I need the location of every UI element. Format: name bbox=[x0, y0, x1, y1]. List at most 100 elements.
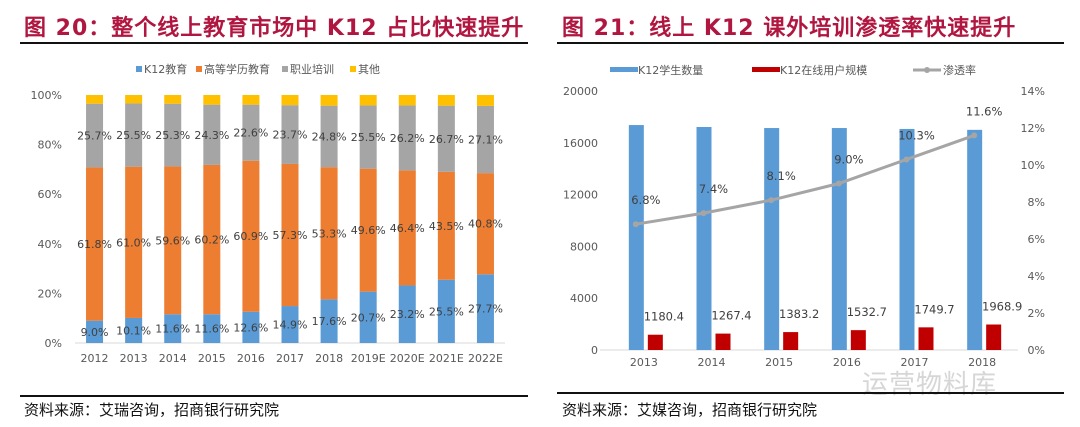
online-users-bar bbox=[918, 327, 934, 350]
data-label: 11.6% bbox=[966, 104, 1003, 118]
bar-segment-3 bbox=[359, 95, 377, 106]
data-label: 10.3% bbox=[898, 128, 935, 142]
bar-segment-2 bbox=[359, 105, 377, 169]
y2-tick-label: 12% bbox=[1021, 122, 1045, 135]
data-label: 53.3% bbox=[312, 227, 347, 240]
data-label: 27.1% bbox=[468, 134, 503, 147]
legend-label: K12在线用户规模 bbox=[780, 63, 867, 77]
legend-swatch-2 bbox=[282, 66, 288, 72]
bar-segment-1 bbox=[125, 166, 143, 318]
x-tick-label: 2013 bbox=[120, 352, 148, 365]
online-users-bar bbox=[783, 332, 799, 350]
bar-segment-1 bbox=[437, 171, 455, 280]
bar-segment-3 bbox=[125, 95, 143, 104]
bar-segment-0 bbox=[437, 279, 455, 343]
x-tick-label: 2022E bbox=[468, 352, 503, 365]
right-source: 资料来源：艾媒咨询，招商银行研究院 bbox=[562, 401, 818, 419]
y2-tick-label: 4% bbox=[1028, 270, 1045, 283]
penetration-rate-point bbox=[700, 210, 707, 217]
bar-segment-3 bbox=[242, 95, 260, 105]
data-label: 59.6% bbox=[155, 234, 190, 247]
data-label: 25.7% bbox=[77, 130, 112, 143]
data-label: 20.7% bbox=[351, 311, 386, 324]
x-tick-label: 2017 bbox=[276, 352, 304, 365]
data-label: 61.0% bbox=[116, 236, 151, 249]
bar-segment-2 bbox=[476, 105, 494, 174]
bar-segment-3 bbox=[320, 95, 338, 106]
data-label: 60.9% bbox=[233, 230, 268, 243]
legend-label: 职业培训 bbox=[290, 62, 334, 76]
bar-segment-1 bbox=[242, 160, 260, 312]
data-label: 43.5% bbox=[429, 220, 464, 233]
x-tick-label: 2014 bbox=[159, 352, 187, 365]
bar-segment-1 bbox=[86, 167, 104, 321]
data-label: 24.8% bbox=[312, 130, 347, 143]
data-label: 1383.2 bbox=[779, 307, 819, 321]
data-label: 11.6% bbox=[155, 323, 190, 336]
bar-segment-1 bbox=[476, 173, 494, 275]
penetration-rate-point bbox=[971, 132, 978, 139]
y-tick-label: 16000 bbox=[563, 137, 598, 150]
bar-segment-2 bbox=[203, 104, 221, 165]
y-tick-label: 0 bbox=[591, 344, 598, 357]
data-label: 9.0% bbox=[81, 326, 109, 339]
bar-segment-0 bbox=[398, 285, 416, 343]
data-label: 23.2% bbox=[390, 308, 425, 321]
bar-segment-2 bbox=[320, 105, 338, 168]
online-users-bar bbox=[986, 324, 1002, 350]
bar-segment-2 bbox=[242, 104, 260, 161]
bar-segment-1 bbox=[203, 164, 221, 315]
data-label: 10.1% bbox=[116, 324, 151, 337]
data-label: 40.8% bbox=[468, 218, 503, 231]
student-count-bar bbox=[696, 127, 712, 350]
bar-segment-3 bbox=[398, 95, 416, 106]
y-tick-label: 20% bbox=[38, 287, 62, 300]
penetration-rate-point bbox=[632, 221, 639, 228]
data-label: 27.7% bbox=[468, 303, 503, 316]
right-title-rule bbox=[557, 42, 1064, 44]
x-tick-label: 2013 bbox=[630, 356, 658, 369]
x-tick-label: 2018 bbox=[968, 356, 996, 369]
bar-segment-0 bbox=[281, 306, 299, 343]
data-label: 26.2% bbox=[390, 132, 425, 145]
bar-segment-0 bbox=[242, 311, 260, 343]
x-tick-label: 2018 bbox=[315, 352, 343, 365]
penetration-rate-line bbox=[635, 133, 975, 226]
bar-segment-0 bbox=[476, 274, 494, 343]
data-label: 25.3% bbox=[155, 129, 190, 142]
data-label: 6.8% bbox=[631, 193, 660, 207]
legend-label: 渗透率 bbox=[943, 63, 976, 77]
y-tick-label: 60% bbox=[38, 188, 62, 201]
data-label: 49.6% bbox=[351, 224, 386, 237]
x-tick-label: 2019E bbox=[351, 352, 386, 365]
student-count-bar bbox=[764, 128, 780, 350]
data-label: 12.6% bbox=[233, 321, 268, 334]
bar-segment-2 bbox=[398, 105, 416, 171]
bar-segment-0 bbox=[86, 320, 104, 343]
x-tick-label: 2015 bbox=[198, 352, 226, 365]
data-label: 25.5% bbox=[351, 131, 386, 144]
bar-segment-2 bbox=[86, 103, 104, 168]
penetration-rate-point bbox=[835, 180, 842, 187]
legend-label: K12学生数量 bbox=[638, 63, 703, 77]
legend-swatch-online bbox=[752, 67, 780, 72]
y-tick-label: 12000 bbox=[563, 189, 598, 202]
data-label: 57.3% bbox=[273, 229, 308, 242]
data-label: 26.7% bbox=[429, 133, 464, 146]
bar-segment-3 bbox=[164, 95, 182, 104]
bar-segment-0 bbox=[320, 299, 338, 343]
bar-segment-1 bbox=[164, 166, 182, 315]
student-count-bar bbox=[899, 128, 915, 350]
bar-segment-3 bbox=[281, 95, 299, 106]
y-tick-label: 100% bbox=[31, 89, 62, 102]
bar-segment-1 bbox=[398, 170, 416, 286]
legend-label: 其他 bbox=[358, 63, 380, 76]
data-label: 11.6% bbox=[194, 323, 229, 336]
y2-tick-label: 0% bbox=[1028, 344, 1045, 357]
student-count-bar bbox=[967, 129, 983, 350]
data-label: 61.8% bbox=[77, 238, 112, 251]
bar-segment-0 bbox=[125, 317, 143, 343]
data-label: 25.5% bbox=[116, 129, 151, 142]
bar-segment-2 bbox=[281, 105, 299, 164]
data-label: 1267.4 bbox=[711, 309, 751, 323]
